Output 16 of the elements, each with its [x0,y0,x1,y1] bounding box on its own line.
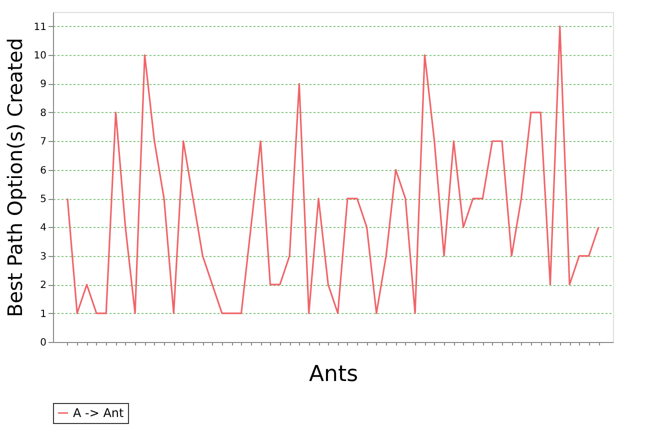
y-tick-label: 0 [40,338,46,348]
y-tick-label: 2 [40,280,46,292]
line-series [66,26,600,314]
y-tick-label: 5 [40,194,46,206]
y-tick-label: 9 [40,79,46,90]
y-axis-title: Best Path Option(s) Created [2,38,27,318]
y-tick-label: 1 [40,308,46,320]
y-tick-label: 6 [40,165,46,176]
legend-label: A -> Ant [73,406,124,420]
y-tick-label: 10 [34,50,46,62]
y-tick-label: 7 [40,136,46,148]
y-tick-label: 3 [40,251,46,262]
y-tick-label: 4 [40,222,46,234]
y-tick-label: 11 [34,22,46,33]
y-tick-label: 8 [40,108,46,119]
x-axis-title: Ants [308,362,358,387]
